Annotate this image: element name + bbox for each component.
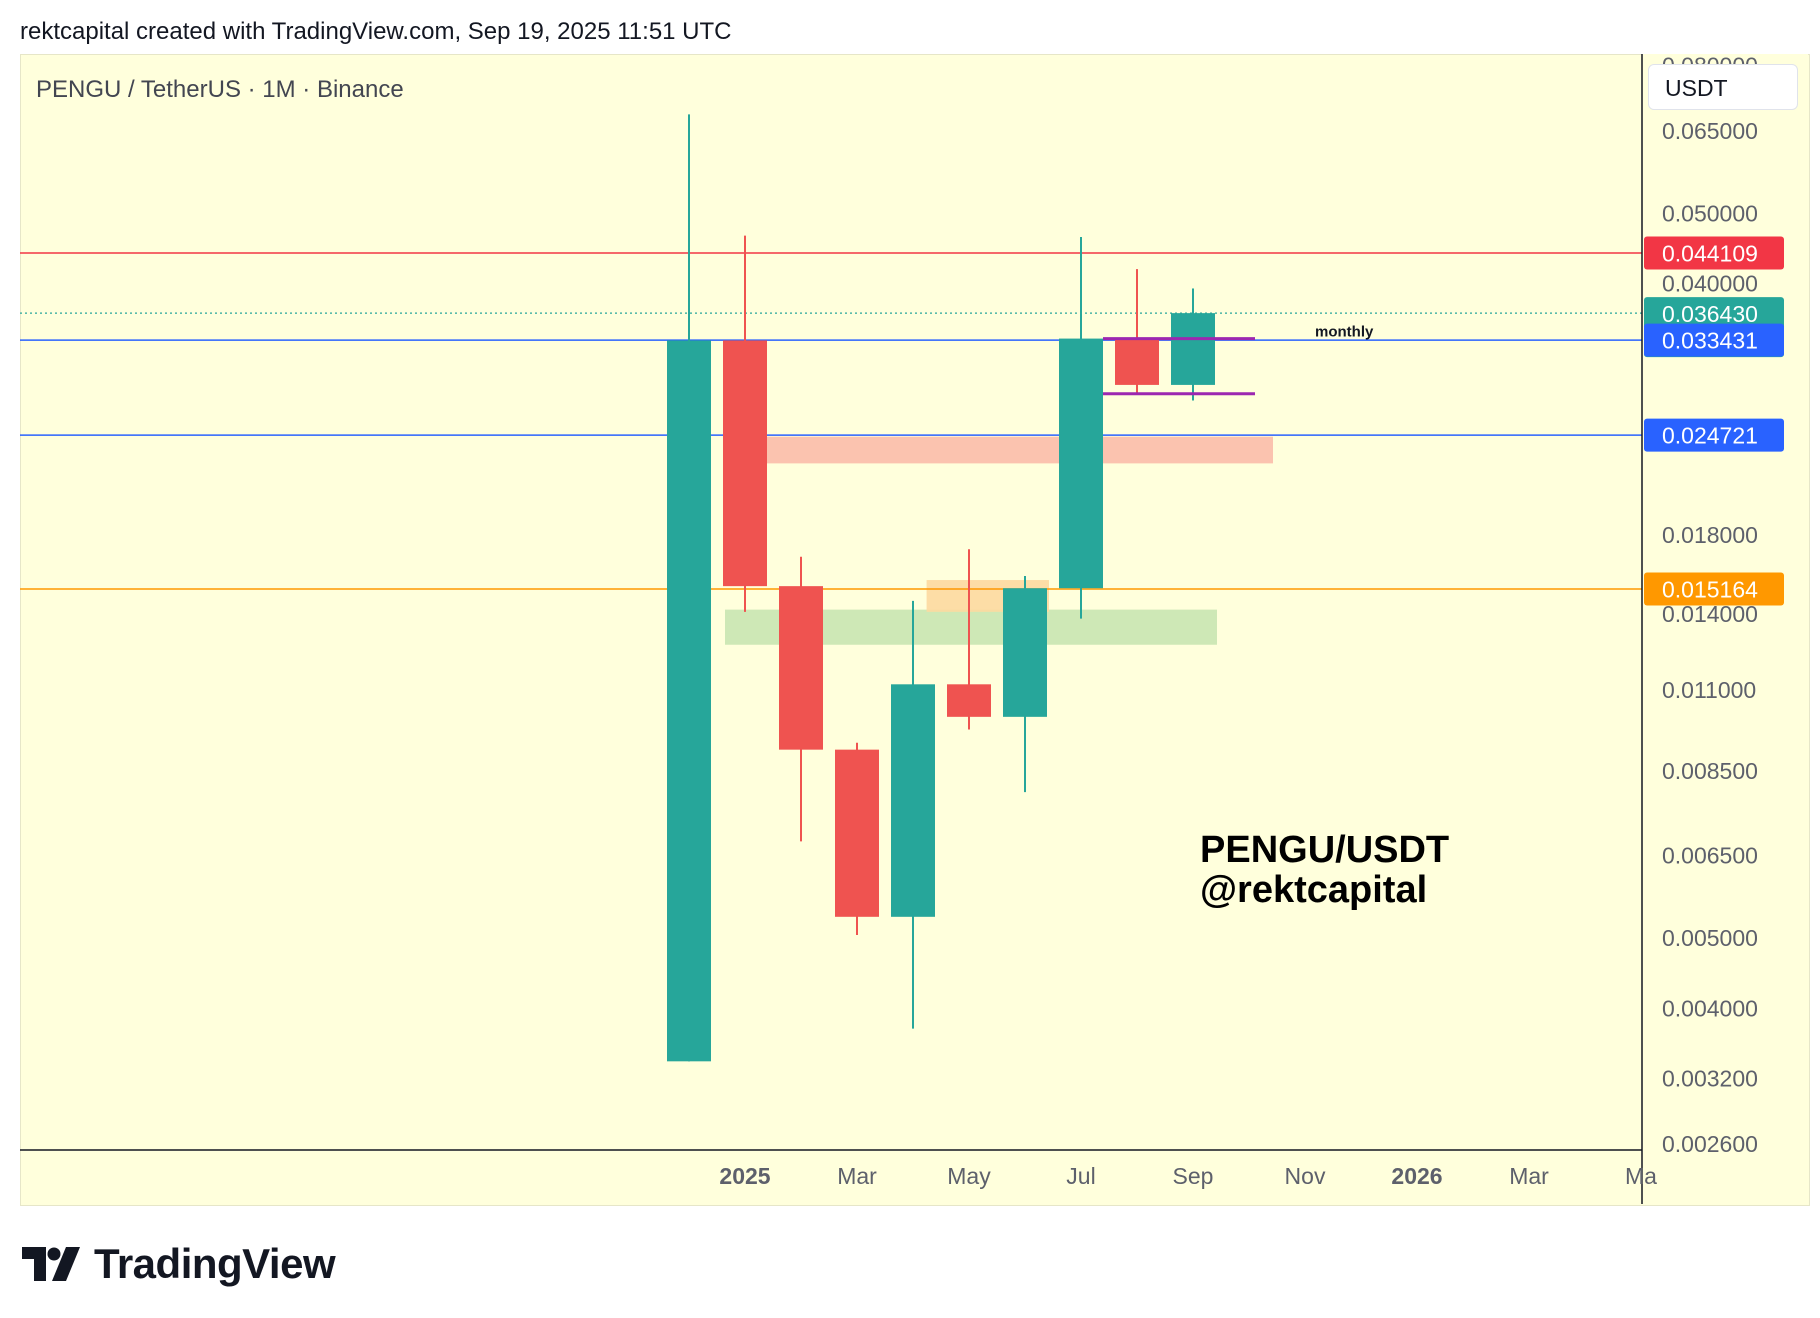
x-tick-label: May (947, 1163, 991, 1189)
tradingview-logo[interactable]: TradingView (22, 1240, 336, 1288)
price-tag-label: 0.033431 (1662, 328, 1758, 354)
chart-attribution: rektcapital created with TradingView.com… (20, 18, 732, 45)
candle-body[interactable] (835, 749, 879, 917)
candle-body[interactable] (1171, 313, 1215, 385)
price-tag-label: 0.024721 (1662, 423, 1758, 449)
watermark-author: @rektcapital (1200, 869, 1427, 911)
symbol-label: PENGU / TetherUS · 1M · Binance (36, 76, 404, 103)
y-tick-label: 0.011000 (1662, 677, 1756, 703)
y-tick-label: 0.006500 (1662, 843, 1758, 869)
candle-body[interactable] (779, 586, 823, 750)
y-tick-label: 0.003200 (1662, 1066, 1758, 1092)
x-tick-label: Ma (1625, 1163, 1657, 1189)
price-tag-2[interactable] (1644, 323, 1784, 357)
x-tick-label: Jul (1066, 1163, 1095, 1189)
candle-body[interactable] (1115, 338, 1159, 385)
candle-body[interactable] (947, 684, 991, 717)
price-tag-0[interactable] (1644, 236, 1784, 270)
y-tick-label: 0.008500 (1662, 758, 1758, 784)
x-tick-label: 2026 (1391, 1163, 1442, 1189)
x-tick-label: Mar (837, 1163, 877, 1189)
y-tick-label: 0.005000 (1662, 925, 1758, 951)
tradingview-logo-text: TradingView (94, 1240, 336, 1287)
y-tick-label: 0.050000 (1662, 200, 1758, 226)
tradingview-logo-icon (22, 1247, 80, 1281)
x-tick-label: Sep (1173, 1163, 1214, 1189)
price-tag-4[interactable] (1644, 572, 1784, 606)
zone-0 (725, 436, 1273, 464)
candle-body[interactable] (667, 340, 711, 1062)
candle-body[interactable] (723, 340, 767, 587)
currency-button[interactable]: USDT (1648, 64, 1798, 110)
price-tag-label: 0.044109 (1662, 240, 1758, 266)
candle-body[interactable] (891, 684, 935, 917)
candle-body[interactable] (1059, 338, 1103, 589)
y-tick-label: 0.065000 (1662, 118, 1758, 144)
y-tick-label: 0.018000 (1662, 522, 1758, 548)
x-tick-label: Nov (1285, 1163, 1326, 1189)
price-tag-label: 0.015164 (1662, 576, 1758, 602)
price-tag-label: 0.036430 (1662, 301, 1758, 327)
x-tick-label: Mar (1509, 1163, 1549, 1189)
y-tick-label: 0.004000 (1662, 995, 1758, 1021)
price-tag-3[interactable] (1644, 418, 1784, 452)
candle-body[interactable] (1003, 588, 1047, 717)
monthly-range-label: monthly (1315, 324, 1374, 341)
y-tick-label: 0.002600 (1662, 1131, 1758, 1157)
watermark-pair: PENGU/USDT (1200, 829, 1449, 871)
y-tick-label: 0.040000 (1662, 271, 1758, 297)
x-tick-label: 2025 (719, 1163, 770, 1189)
